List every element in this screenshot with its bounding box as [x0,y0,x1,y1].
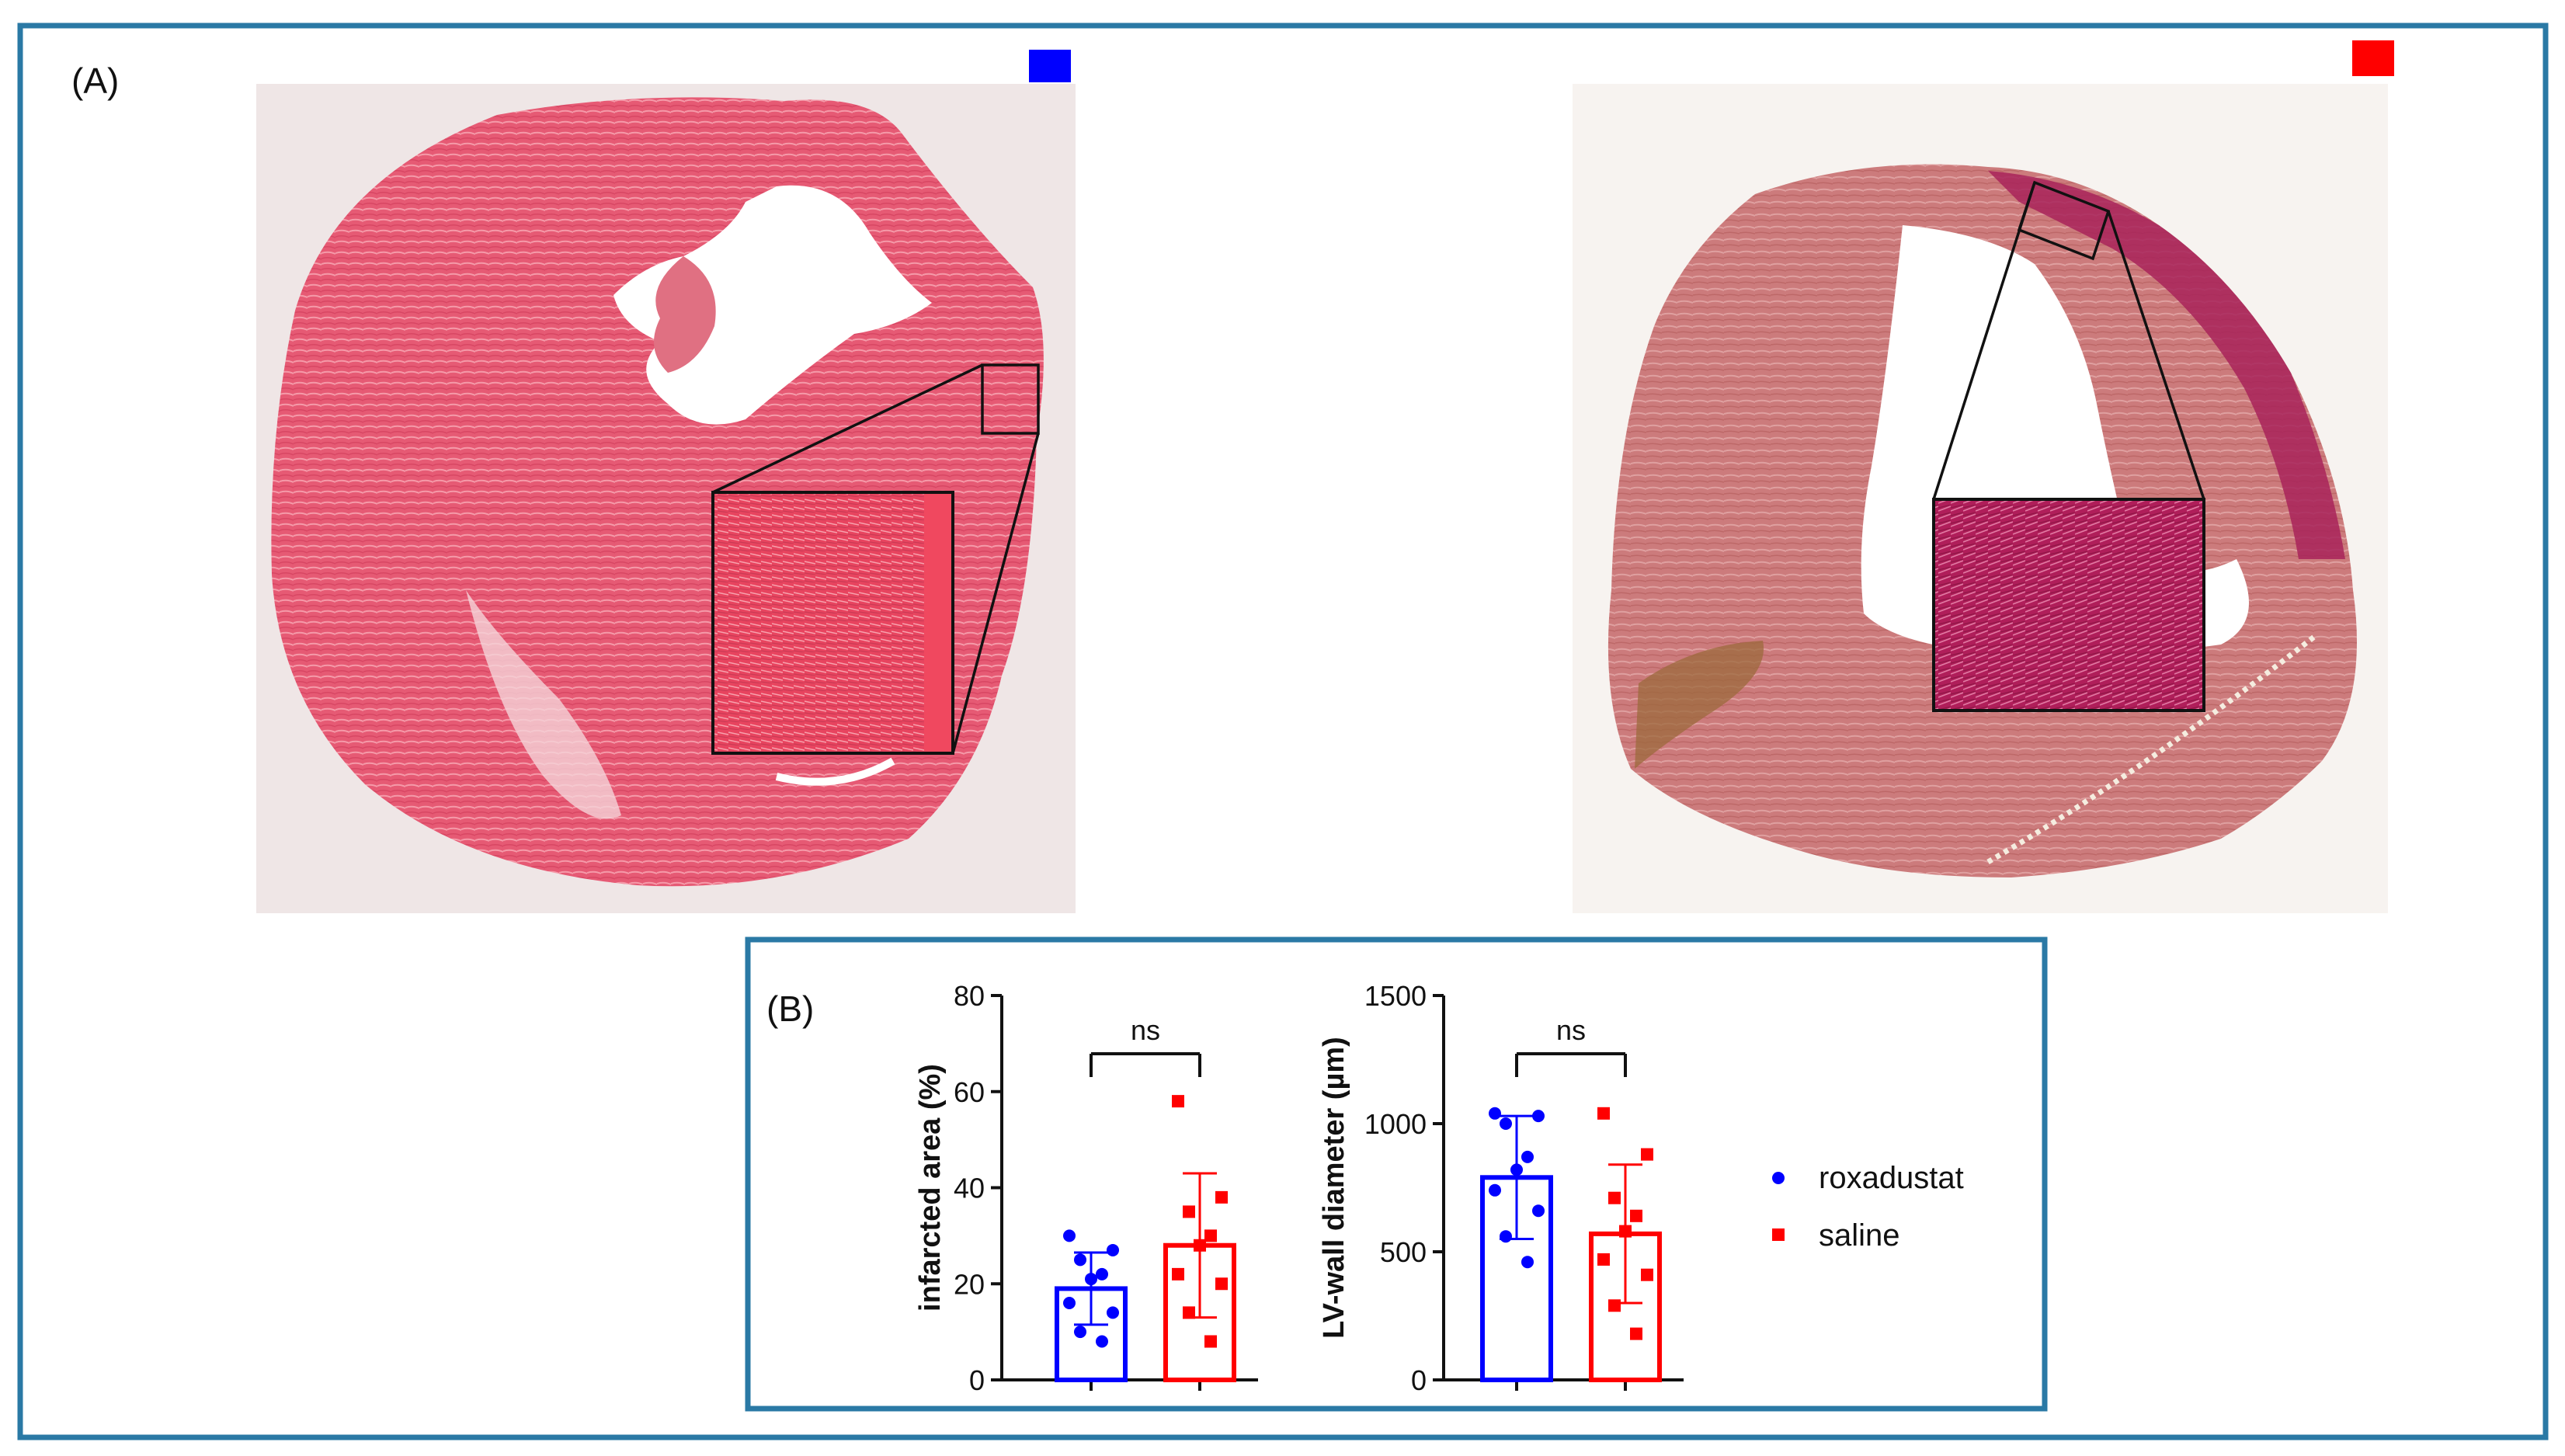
data-point-roxadustat [1107,1306,1119,1319]
data-point-roxadustat [1532,1110,1545,1123]
data-point-roxadustat [1510,1163,1523,1176]
data-point-roxadustat [1500,1230,1512,1243]
saline-color-marker [2352,40,2394,76]
data-point-roxadustat [1521,1256,1534,1269]
roxadustat-color-marker [1029,50,1071,82]
data-point-roxadustat [1063,1229,1076,1242]
data-point-roxadustat [1096,1267,1108,1281]
data-point-saline [1172,1095,1184,1108]
data-point-saline [1215,1190,1228,1204]
data-point-saline [1630,1327,1642,1340]
legend-marker-roxadustat [1772,1172,1785,1184]
lv-wall-diameter-chart: 0 500 1000 1500 LV-wall diameter (µm) ns [1318,980,1684,1396]
legend: roxadustat saline [1772,1161,1964,1253]
significance-label: ns [1556,1014,1586,1046]
data-point-saline [1608,1191,1621,1204]
data-point-roxadustat [1074,1253,1086,1267]
y-tick-label: 0 [1411,1364,1427,1396]
y-tick-label: 60 [954,1076,985,1108]
data-point-saline [1597,1253,1610,1266]
y-tick-label: 0 [969,1364,985,1396]
data-point-saline [1183,1306,1195,1319]
data-point-saline [1641,1148,1653,1161]
data-point-roxadustat [1063,1297,1076,1309]
data-point-saline [1630,1209,1642,1222]
data-point-roxadustat [1096,1335,1108,1348]
data-point-saline [1204,1229,1217,1242]
y-tick-label: 1500 [1364,980,1427,1012]
legend-label-saline: saline [1819,1218,1900,1253]
data-point-saline [1619,1225,1632,1238]
data-point-saline [1172,1267,1184,1281]
y-tick-label: 500 [1380,1236,1427,1268]
data-point-saline [1215,1277,1228,1291]
data-point-roxadustat [1489,1183,1501,1197]
outer-frame [17,23,2549,1440]
data-point-saline [1183,1205,1195,1218]
y-axis-label: infarcted area (%) [914,1064,947,1312]
saline-heart-section [1573,84,2388,913]
data-point-roxadustat [1500,1117,1512,1130]
legend-label-roxadustat: roxadustat [1819,1161,1964,1195]
data-point-saline [1204,1335,1217,1348]
data-point-saline [1194,1239,1206,1252]
data-point-saline [1597,1107,1610,1120]
data-point-roxadustat [1532,1204,1545,1218]
data-point-roxadustat [1489,1107,1501,1120]
panel-a-label: (A) [71,61,119,101]
panel-b-frame [745,936,2048,1412]
data-point-roxadustat [1074,1326,1086,1339]
significance-label: ns [1131,1014,1160,1046]
infarcted-area-chart: 0 20 40 60 80 infarcted area (%) ns [914,980,1258,1396]
panel-b-label: (B) [766,989,814,1029]
y-axis-label: LV-wall diameter (µm) [1318,1037,1350,1339]
y-tick-label: 40 [954,1173,985,1204]
legend-marker-saline [1772,1228,1785,1241]
data-point-roxadustat [1085,1273,1097,1286]
data-point-saline [1641,1268,1653,1281]
data-point-saline [1608,1299,1621,1312]
data-point-roxadustat [1107,1243,1119,1256]
data-point-roxadustat [1521,1150,1534,1163]
y-tick-label: 20 [954,1268,985,1300]
y-tick-label: 1000 [1364,1108,1427,1140]
roxadustat-heart-section [256,84,1076,913]
y-tick-label: 80 [954,980,985,1012]
